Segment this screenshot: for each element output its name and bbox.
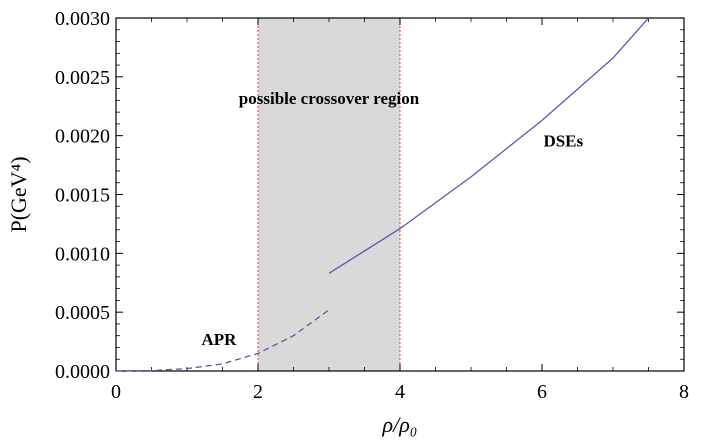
y-tick-label: 0.0015 (55, 185, 110, 207)
text-layer: 0 2 4 6 8 0.0000 0.0005 0.0010 0.0015 0.0020 0.002… (6, 8, 689, 437)
series-line-dses (328, 17, 649, 274)
annotation-label: possible crossover region (239, 89, 420, 108)
y-tick-label: 0.0030 (55, 8, 110, 30)
crossover-region (258, 18, 400, 371)
y-tick-label: 0.0000 (55, 361, 110, 383)
x-tick-label: 0 (111, 381, 121, 403)
y-tick-label: 0.0020 (55, 126, 110, 148)
series-line-apr (115, 309, 330, 372)
y-axis-title: P(GeV⁴) (6, 156, 31, 232)
annotation-label: APR (201, 330, 237, 349)
shaded-region-layer (257, 18, 401, 371)
annotation-label: DSEs (543, 131, 583, 150)
series-layer (115, 17, 649, 372)
y-tick-label: 0.0005 (55, 302, 110, 324)
y-tick-label: 0.0025 (55, 67, 110, 89)
y-tick-label: 0.0010 (55, 243, 110, 265)
x-tick-label: 4 (395, 381, 405, 403)
x-tick-label: 2 (253, 381, 263, 403)
x-axis-title: ρ/ρ₀ (382, 412, 418, 437)
plot-frame-layer (115, 17, 685, 372)
x-tick-label: 6 (537, 381, 547, 403)
x-tick-label: 8 (679, 381, 689, 403)
